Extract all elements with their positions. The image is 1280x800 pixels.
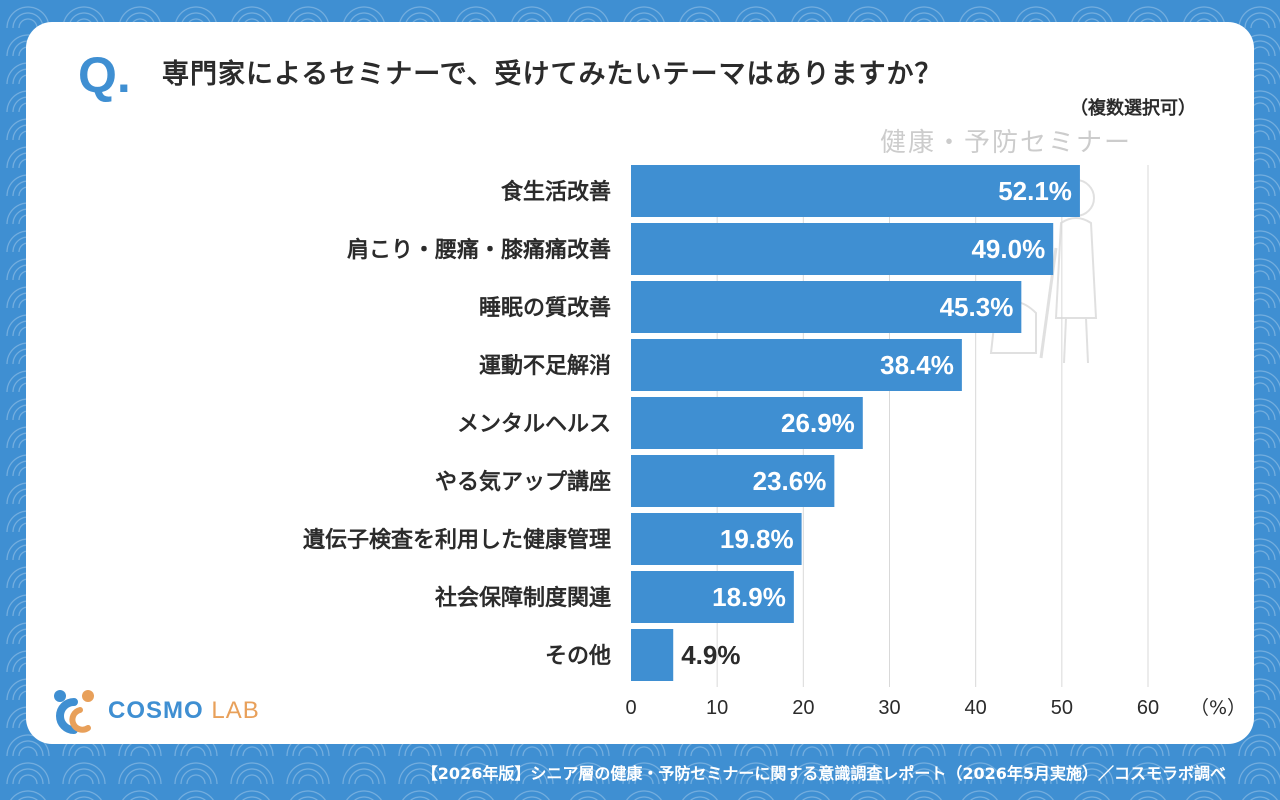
x-tick-label: 20 xyxy=(792,697,814,719)
value-labels: 52.1% 49.0% 45.3% 38.4% 26.9% 23.6% 19.8% 18.9%… xyxy=(681,176,1072,670)
value-label: 26.9% xyxy=(781,408,855,438)
category-label: 遺伝子検査を利用した健康管理 xyxy=(303,527,611,553)
category-label: 食生活改善 xyxy=(501,179,611,205)
cosmo-lab-logo: COSMO LAB xyxy=(48,688,260,734)
bar xyxy=(631,571,794,623)
value-label: 49.0% xyxy=(971,234,1045,264)
value-label: 19.8% xyxy=(720,524,794,554)
bar xyxy=(631,223,1054,275)
question-title: 専門家によるセミナーで、受けてみたいテーマはありますか？ xyxy=(162,59,943,90)
category-label: 睡眠の質改善 xyxy=(479,295,611,321)
value-label: 45.3% xyxy=(940,292,1014,322)
x-tick-label: 60 xyxy=(1137,697,1159,719)
category-label: その他 xyxy=(545,644,611,669)
multiple-choice-note: （複数選択可） xyxy=(1070,98,1196,119)
watermark-text: 健康・予防セミナー xyxy=(880,128,1133,158)
x-tick-label: 30 xyxy=(878,697,900,719)
bar xyxy=(631,165,1080,217)
value-label: 52.1% xyxy=(998,176,1072,206)
category-label: 肩こり・腰痛・膝痛痛改善 xyxy=(347,237,611,263)
category-label: 運動不足解消 xyxy=(479,353,611,379)
cosmo-lab-logo-icon xyxy=(54,690,94,734)
x-tick-label: 0 xyxy=(625,697,636,719)
source-footer: 【2026年版】シニア層の健康・予防セミナーに関する意識調査レポート（2026年… xyxy=(421,764,1226,783)
category-label: やる気アップ講座 xyxy=(435,469,611,495)
category-label: 社会保障制度関連 xyxy=(435,585,612,611)
question-mark: Q. xyxy=(78,47,131,103)
logo-sub-text: LAB xyxy=(211,697,260,724)
bar xyxy=(631,629,674,681)
value-label: 4.9% xyxy=(681,640,740,670)
bar xyxy=(631,397,863,449)
value-label: 38.4% xyxy=(880,350,954,380)
bar xyxy=(631,281,1022,333)
category-label: メンタルヘルス xyxy=(457,412,611,437)
bars xyxy=(631,165,1080,681)
x-tick-labels: 0 10 20 30 40 50 60 xyxy=(625,697,1159,719)
unit-label: （%） xyxy=(1190,697,1246,719)
bar xyxy=(631,513,802,565)
x-tick-label: 40 xyxy=(965,697,987,719)
value-label: 23.6% xyxy=(753,466,827,496)
bar xyxy=(631,455,835,507)
bar xyxy=(631,339,962,391)
category-labels: 食生活改善肩こり・腰痛・膝痛痛改善睡眠の質改善運動不足解消メンタルヘルスやる気ア… xyxy=(303,179,612,669)
x-tick-label: 50 xyxy=(1051,697,1073,719)
logo-main-text: COSMO xyxy=(108,697,204,724)
x-tick-label: 10 xyxy=(706,697,728,719)
value-label: 18.9% xyxy=(712,582,786,612)
